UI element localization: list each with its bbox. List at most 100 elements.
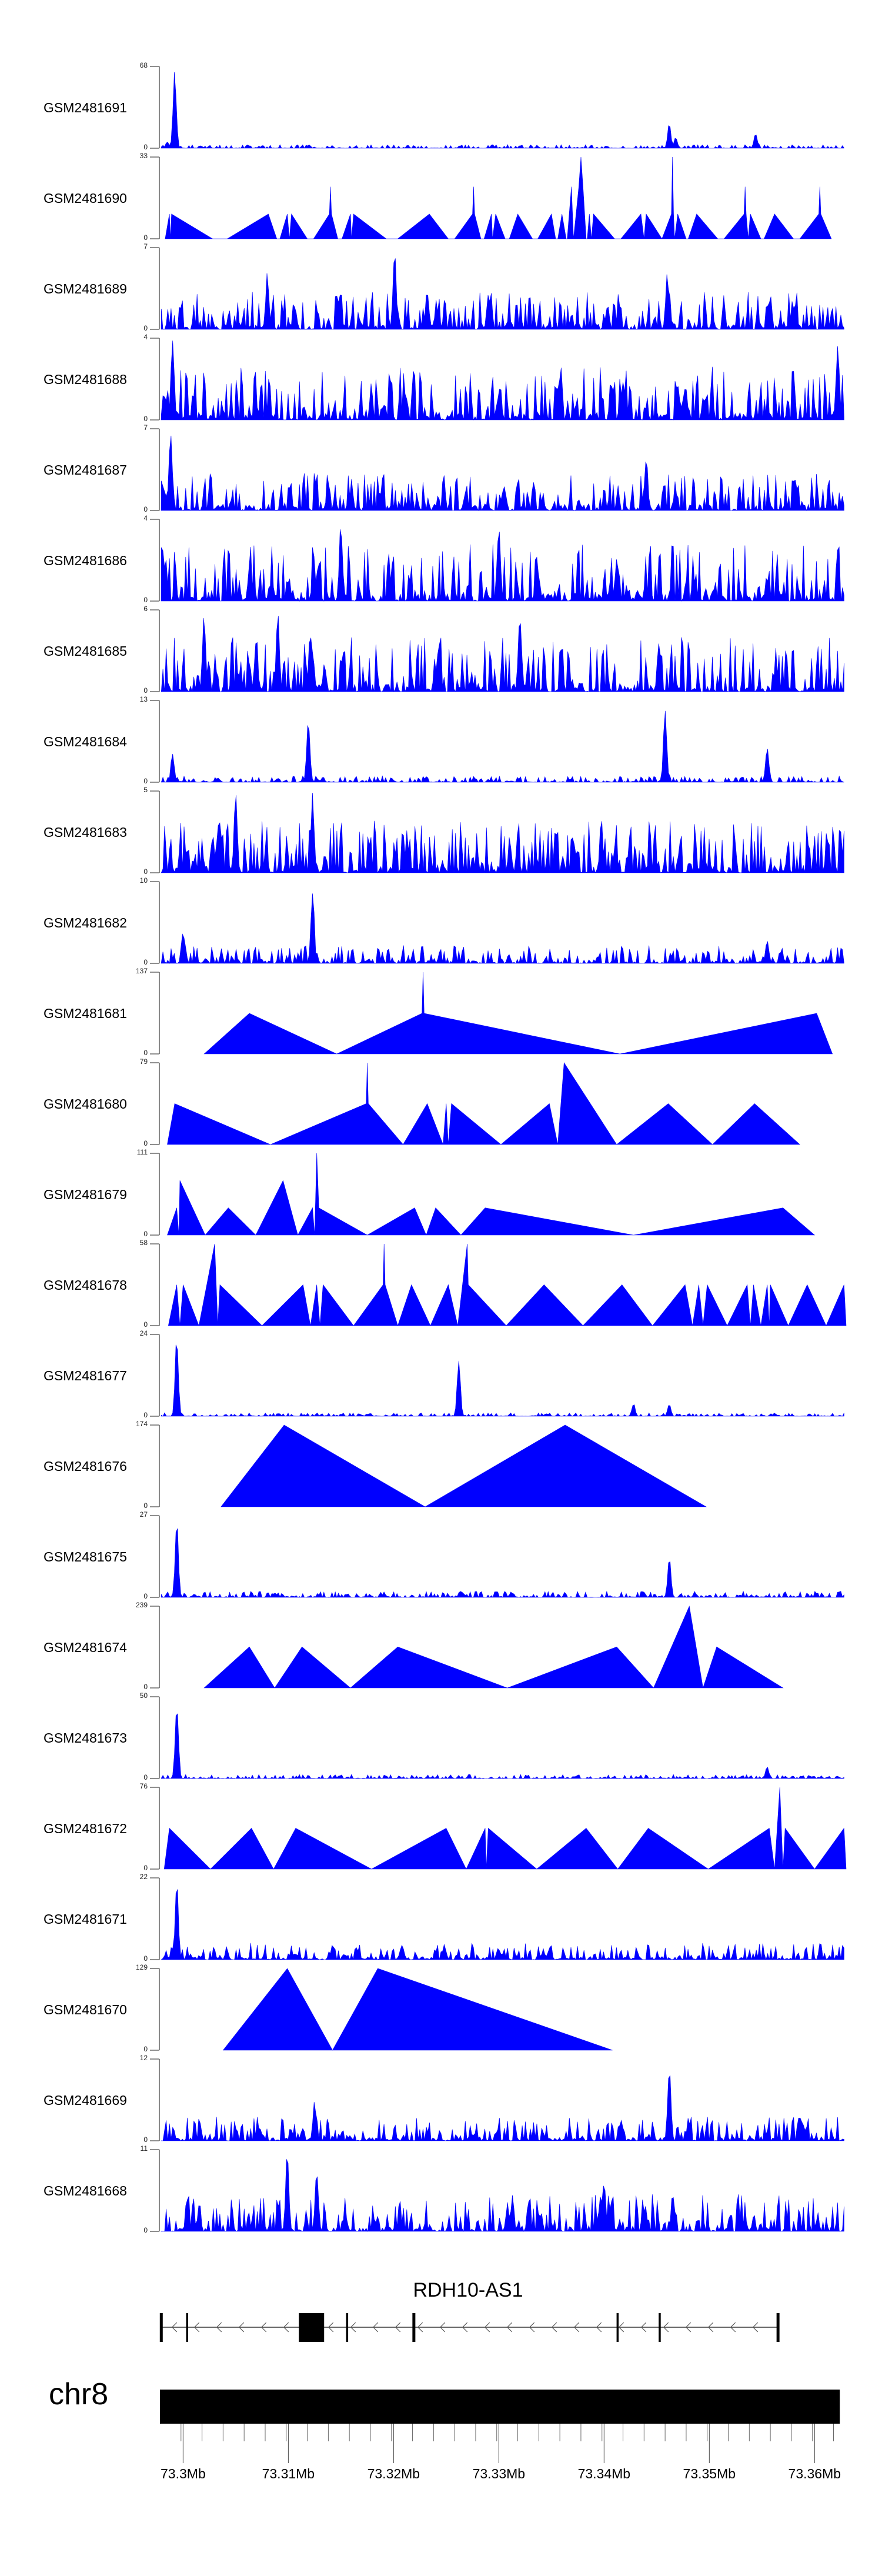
x-tick-label: 73.34Mb [578,2466,631,2481]
y-axis-max-label: 68 [140,61,148,69]
y-axis-max-label: 33 [140,152,148,160]
y-axis-max-label: 4 [143,333,148,341]
y-axis-zero-label: 0 [143,1864,148,1872]
y-axis-max-label: 7 [143,423,148,432]
gene-track: RDH10-AS1 [159,2279,780,2342]
y-axis-zero-label: 0 [143,505,148,513]
chromosome-label: chr8 [49,2377,108,2411]
coverage-area [161,792,844,874]
y-axis-zero-label: 0 [143,1139,148,1147]
coverage-area [161,2075,844,2141]
y-axis-max-label: 24 [140,1329,148,1337]
y-axis-zero-label: 0 [143,2226,148,2234]
strand-arrow-icon [395,2322,401,2333]
strand-arrow-icon [283,2322,289,2333]
exon-mark [659,2313,661,2342]
y-axis-max-label: 22 [140,1873,148,1881]
coverage-area [167,1062,800,1145]
y-axis-max-label: 79 [140,1057,148,1066]
track-label: GSM2481682 [44,915,127,930]
coverage-area [161,1528,844,1598]
y-axis-max-label: 6 [143,605,148,613]
y-axis-zero-label: 0 [143,958,148,966]
track-GSM2481683: GSM2481683 5 0 [44,786,844,876]
strand-arrow-icon [484,2322,490,2333]
track-label: GSM2481679 [44,1187,127,1202]
y-axis-zero-label: 0 [143,867,148,876]
track-GSM2481672: GSM2481672 76 0 [44,1782,847,1872]
strand-arrow-icon [216,2322,222,2333]
track-label: GSM2481681 [44,1006,127,1021]
coverage-area [222,1968,613,2051]
y-axis-max-label: 50 [140,1691,148,1700]
track-GSM2481671: GSM2481671 22 0 [44,1873,844,1963]
track-label: GSM2481686 [44,553,127,568]
track-GSM2481690: GSM2481690 33 0 [44,152,832,242]
strand-arrow-icon [596,2322,602,2333]
y-axis-zero-label: 0 [143,415,148,423]
y-axis-zero-label: 0 [143,1411,148,1419]
track-GSM2481680: GSM2481680 79 0 [44,1057,800,1147]
y-axis-max-label: 13 [140,695,148,703]
coverage-area [168,1243,847,1327]
track-label: GSM2481673 [44,1730,127,1746]
y-axis-zero-label: 0 [143,2045,148,2053]
coverage-area [161,435,844,512]
y-axis-max-label: 58 [140,1239,148,1247]
track-GSM2481682: GSM2481682 10 0 [44,876,844,966]
coverage-area [161,1889,844,1961]
strand-arrow-icon [573,2322,580,2333]
coverage-area [161,1713,844,1779]
track-GSM2481689: GSM2481689 7 0 [44,242,844,332]
x-tick-label: 73.36Mb [789,2466,841,2481]
strand-arrow-icon [193,2322,200,2333]
coverage-area [161,1344,844,1417]
y-axis-max-label: 111 [137,1148,148,1156]
strand-arrow-icon [439,2322,446,2333]
strand-arrow-icon [663,2322,669,2333]
coverage-area [161,529,844,602]
track-GSM2481676: GSM2481676 174 0 [44,1420,707,1510]
strand-arrow-icon [372,2322,379,2333]
coverage-area [220,1424,707,1507]
strand-arrow-icon [685,2322,691,2333]
track-label: GSM2481688 [44,372,127,387]
track-label: GSM2481684 [44,734,127,749]
y-axis-zero-label: 0 [143,1683,148,1691]
y-axis-zero-label: 0 [143,324,148,332]
y-axis-max-label: 27 [140,1510,148,1519]
y-axis-max-label: 239 [136,1601,148,1609]
track-GSM2481669: GSM2481669 12 0 [44,2054,844,2144]
y-axis-zero-label: 0 [143,143,148,151]
y-axis-max-label: 11 [141,2144,148,2153]
coverage-area [161,2159,844,2233]
track-label: GSM2481674 [44,1640,127,1655]
x-tick-label: 73.33Mb [473,2466,526,2481]
coverage-area [203,1605,784,1689]
y-axis-max-label: 129 [136,1963,148,1971]
track-GSM2481687: GSM2481687 7 0 [44,423,844,513]
y-axis-max-label: 174 [136,1420,148,1428]
coverage-area [161,893,844,965]
track-GSM2481668: GSM2481668 11 0 [44,2144,844,2234]
y-axis-zero-label: 0 [143,1230,148,1238]
strand-arrow-icon [506,2322,513,2333]
y-axis-zero-label: 0 [143,686,148,695]
strand-arrow-icon [730,2322,736,2333]
strand-arrow-icon [752,2322,759,2333]
track-GSM2481684: GSM2481684 13 0 [44,695,844,785]
track-label: GSM2481690 [44,191,127,206]
x-tick-label: 73.32Mb [368,2466,420,2481]
track-GSM2481670: GSM2481670 129 0 [44,1963,613,2053]
y-axis-zero-label: 0 [143,1501,148,1510]
track-GSM2481686: GSM2481686 4 0 [44,514,844,604]
strand-arrow-icon [350,2322,356,2333]
y-axis-zero-label: 0 [143,596,148,604]
track-label: GSM2481675 [44,1549,127,1564]
strand-arrow-icon [171,2322,178,2333]
track-label: GSM2481687 [44,462,127,478]
track-label: GSM2481680 [44,1096,127,1112]
strand-arrow-icon [238,2322,245,2333]
exon-mark [186,2313,189,2342]
